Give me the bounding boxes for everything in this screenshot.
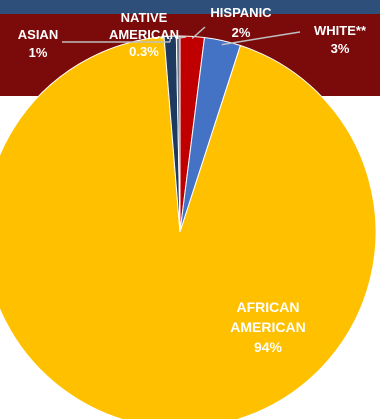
leader-line: [221, 31, 301, 46]
pie-slice-african-american: [0, 36, 377, 419]
pie-slices: [0, 35, 377, 419]
data-label-asian: ASIAN 1%: [18, 27, 58, 60]
data-label-white: WHITE** 3%: [314, 23, 367, 56]
data-label-african-american: AFRICAN AMERICAN 94%: [230, 299, 305, 355]
data-label-hispanic: HISPANIC 2%: [210, 5, 272, 40]
header-band-blue: [0, 0, 380, 14]
leader-lines: [62, 26, 301, 46]
leader-line: [191, 26, 206, 39]
pie-slice-native-american: [175, 35, 181, 233]
leader-line: [178, 36, 187, 39]
data-label-native-american: NATIVE AMERICAN 0.3%: [109, 10, 179, 59]
slice-labels: AFRICAN AMERICAN 94% ASIAN 1% NATIVE AMERICAN 0…: [18, 5, 367, 355]
